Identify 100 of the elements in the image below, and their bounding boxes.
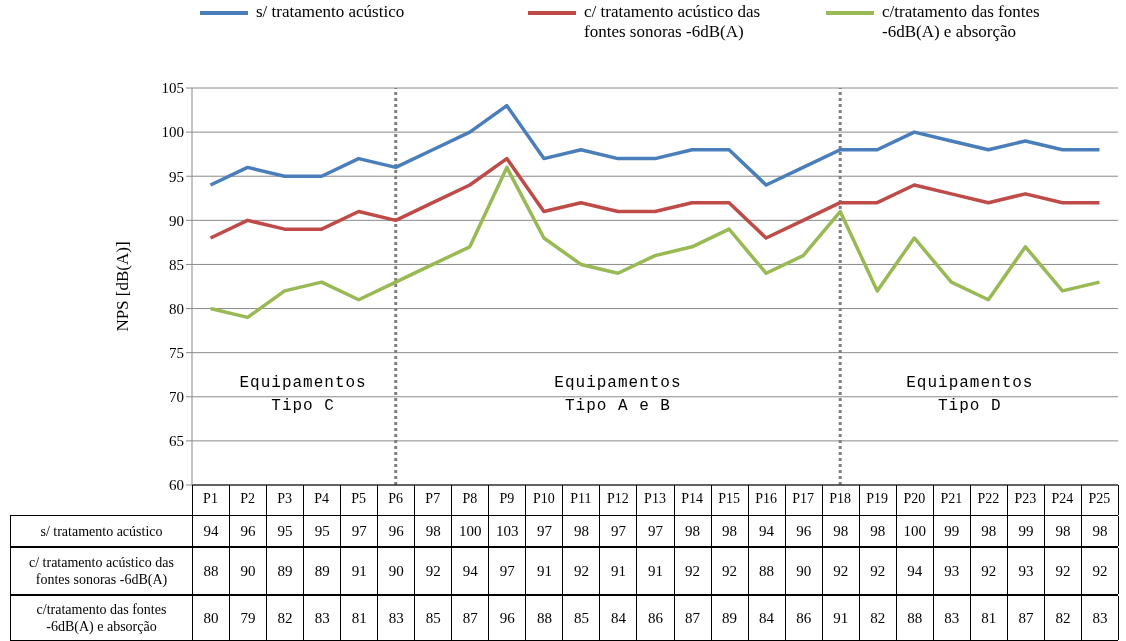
data-label: 98 [822,516,860,546]
data-label: 90 [785,548,823,594]
y-tick-label: 90 [169,212,184,229]
data-label: 91 [637,548,675,594]
x-tick-label: P2 [240,490,255,506]
data-label: 83 [1081,596,1119,640]
x-tick-label: P12 [607,490,629,506]
data-label: 100 [452,516,490,546]
data-label: 103 [489,516,527,546]
y-tick-label: 100 [161,124,184,141]
x-tick-label: P8 [462,490,478,506]
y-tick-label: 70 [169,389,184,406]
y-tick-label: 80 [169,300,184,317]
text: s/ tratamento acústico [40,523,163,539]
data-label: 94 [452,548,490,594]
data-label: 94 [748,516,786,546]
line-series [208,165,1102,320]
data-label: 98 [711,516,749,546]
x-tick-label: P7 [425,490,441,506]
data-label: 88 [896,596,934,640]
data-label: 83 [933,596,971,640]
x-tick-label: P22 [977,490,1000,506]
data-label: 92 [674,548,712,594]
data-label: 84 [600,596,638,640]
data-label: 98 [970,516,1008,546]
x-tick-label: P3 [277,490,292,506]
data-label: 85 [415,596,453,640]
data-label: 98 [563,516,601,546]
data-label: 88 [193,548,231,594]
data-label: 86 [785,596,823,640]
text: c/tratamento das fontes -6dB(A) e absorção [36,602,167,634]
data-label: 84 [748,596,786,640]
data-label: 91 [600,548,638,594]
x-tick-label: P19 [866,490,889,506]
data-label: 100 [896,516,934,546]
data-label: 92 [1081,548,1119,594]
line-series [208,156,1102,240]
data-label: 89 [711,596,749,640]
annotation: Equipamentos Tipo A e B [553,373,683,417]
y-axis-title: NPS [dB(A)] [113,241,133,332]
x-tick-label: P13 [644,490,666,506]
data-label: 87 [1007,596,1045,640]
data-label: 90 [378,548,416,594]
data-label: 82 [859,596,897,640]
data-label: 97 [526,516,564,546]
data-label: 97 [637,516,675,546]
data-label: 81 [970,596,1008,640]
y-tick-label: 60 [169,477,184,494]
y-tick-label: 75 [169,344,184,361]
data-label: 93 [1007,548,1045,594]
data-label: 96 [489,596,527,640]
data-label: 99 [933,516,971,546]
data-label: 89 [267,548,305,594]
data-label: 98 [1044,516,1082,546]
data-label: 92 [1044,548,1082,594]
data-label: 82 [267,596,305,640]
x-tick-label: P24 [1051,490,1074,506]
data-label: 92 [415,548,453,594]
data-label: 98 [415,516,453,546]
data-label: 99 [1007,516,1045,546]
x-tick-label: P6 [388,490,404,506]
data-label: 94 [896,548,934,594]
data-label: 81 [341,596,379,640]
data-label: 92 [859,548,897,594]
x-tick-label: P21 [940,490,963,506]
legend-label: c/ tratamento acústico das fontes sonoras -6dB(A) [584,2,762,42]
data-label: 91 [341,548,379,594]
data-label: 85 [563,596,601,640]
x-tick-label: P11 [570,490,592,506]
data-label: 95 [304,516,342,546]
x-tick-label: P1 [203,490,218,506]
x-tick-label: P15 [718,490,740,506]
x-tick-label: P23 [1014,490,1037,506]
data-label: 89 [304,548,342,594]
data-label: 90 [230,548,268,594]
y-tick-label: 85 [169,256,184,273]
x-tick-label: P17 [792,490,815,506]
x-tick-label: P4 [314,490,330,506]
y-tick-label: 65 [169,433,184,450]
annotation: Equipamentos Tipo D [905,373,1035,417]
x-tick-label: P14 [681,490,703,506]
x-tick-label: P18 [829,490,852,506]
annotation: Equipamentos Tipo C [238,373,368,417]
x-tick-label: P9 [499,490,515,506]
text: c/ tratamento acústico das fontes sonoras -6dB(A) [29,555,174,587]
y-tick-label: 105 [161,80,184,97]
data-label: 92 [822,548,860,594]
data-label: 96 [378,516,416,546]
data-label: 96 [785,516,823,546]
data-label: 96 [230,516,268,546]
legend-label: c/tratamento das fontes -6dB(A) e absorção [882,2,1041,42]
data-label: 97 [600,516,638,546]
y-tick-label: 95 [169,168,184,185]
data-label: 95 [267,516,305,546]
data-label: 87 [674,596,712,640]
data-label: 91 [526,548,564,594]
data-label: 88 [526,596,564,640]
data-label: 98 [859,516,897,546]
x-tick-label: P16 [755,490,778,506]
data-label: 98 [674,516,712,546]
